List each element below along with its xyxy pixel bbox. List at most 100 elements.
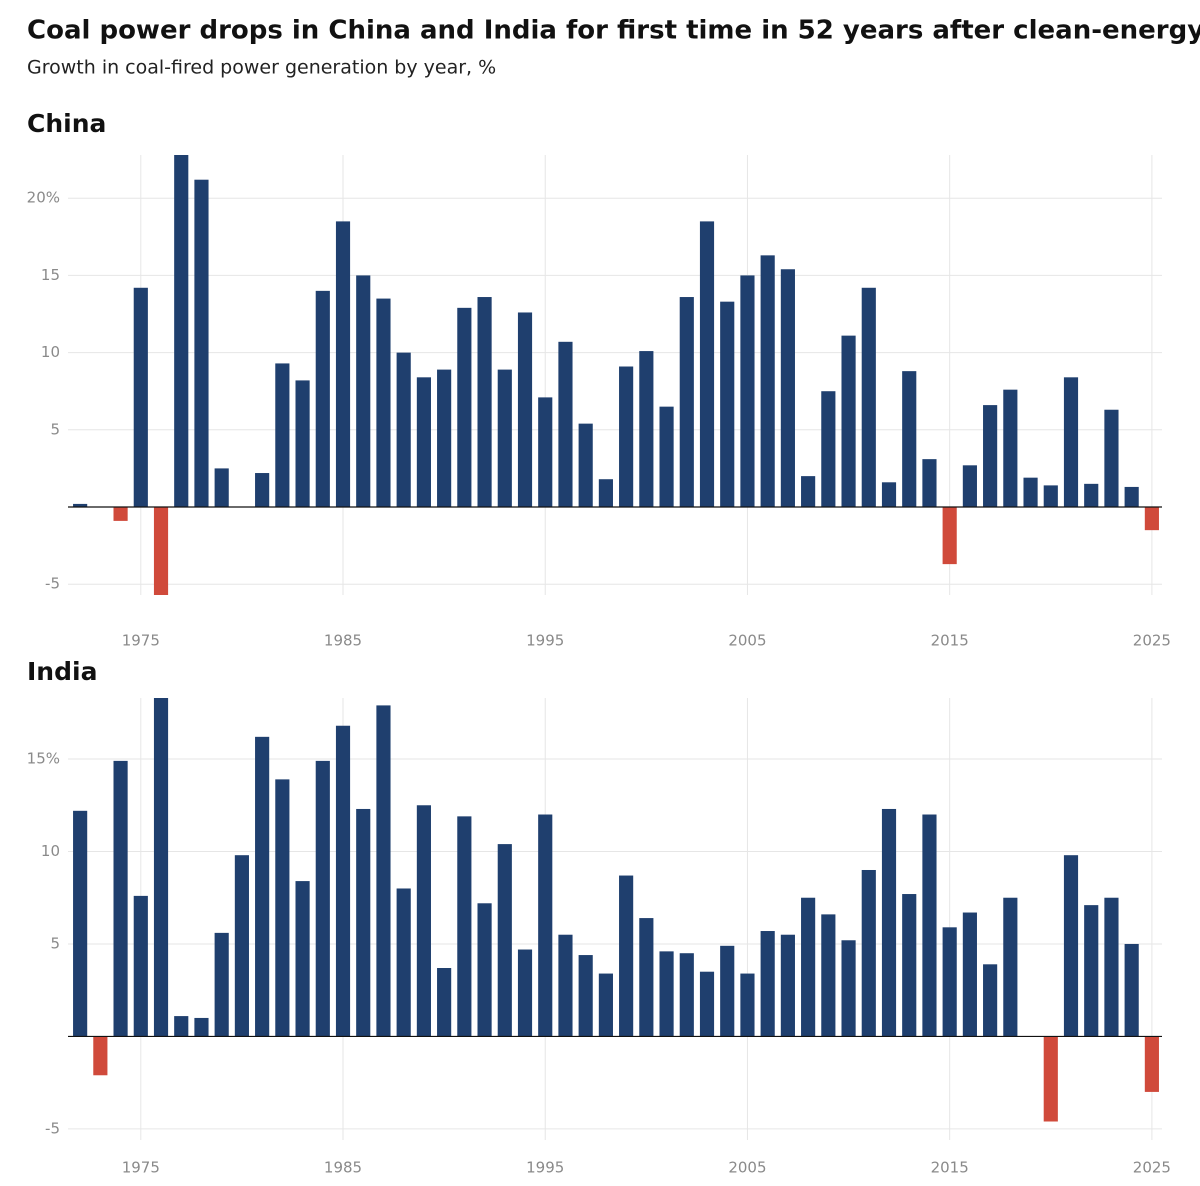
bar — [740, 275, 755, 507]
bar — [821, 391, 836, 507]
bar — [659, 951, 674, 1037]
panel-title: China — [27, 109, 106, 138]
bar — [740, 973, 755, 1037]
bar — [255, 736, 270, 1037]
bar — [1104, 897, 1119, 1037]
bar — [942, 507, 957, 565]
bar — [861, 869, 876, 1037]
bar — [113, 760, 128, 1037]
bar — [517, 949, 533, 1037]
bar — [275, 779, 290, 1037]
bar — [315, 760, 330, 1037]
bar — [295, 881, 310, 1037]
bar — [457, 816, 472, 1037]
bar — [153, 507, 169, 595]
bar — [275, 363, 290, 507]
x-tick-label: 1975 — [122, 632, 160, 650]
bar — [983, 964, 998, 1037]
y-tick-label: 20% — [27, 189, 60, 207]
x-tick-label: 1985 — [324, 1159, 362, 1177]
bar — [376, 705, 391, 1037]
y-tick-label: 10 — [41, 842, 60, 860]
bar — [1003, 897, 1018, 1037]
bar — [679, 953, 694, 1037]
bar — [1043, 1036, 1058, 1122]
bar — [113, 507, 128, 521]
bar — [1144, 507, 1159, 531]
y-tick-label: 5 — [50, 934, 60, 952]
x-tick-label: 2025 — [1133, 632, 1171, 650]
x-tick-label: 1995 — [526, 1159, 564, 1177]
y-tick-label: 15% — [27, 750, 60, 768]
chart-subtitle: Growth in coal-fired power generation by… — [27, 57, 496, 79]
bar — [902, 894, 917, 1037]
bar — [841, 940, 856, 1037]
bar — [861, 287, 876, 507]
bar — [1063, 855, 1079, 1037]
bar — [801, 476, 816, 507]
bar — [801, 897, 816, 1037]
x-tick-label: 2015 — [931, 632, 969, 650]
bar — [841, 335, 856, 507]
x-tick-label: 2025 — [1133, 1159, 1171, 1177]
bar — [416, 805, 431, 1037]
bar — [983, 405, 998, 507]
bar — [699, 221, 715, 507]
bar — [73, 810, 88, 1037]
bar — [720, 301, 735, 507]
bar — [356, 275, 371, 507]
bar — [437, 369, 452, 507]
bar — [598, 479, 613, 507]
bar — [255, 473, 270, 507]
bar — [1124, 486, 1139, 507]
bar — [578, 423, 593, 507]
bar — [881, 808, 897, 1037]
bar — [1023, 477, 1038, 507]
bar — [1124, 943, 1139, 1037]
y-tick-label: -5 — [45, 575, 60, 593]
bar — [133, 895, 148, 1037]
bar — [1084, 483, 1099, 507]
bar — [295, 380, 310, 507]
bar — [335, 221, 351, 507]
bar — [416, 377, 431, 507]
bar — [679, 297, 694, 507]
bar — [760, 255, 775, 507]
bar — [922, 459, 937, 507]
bar — [214, 932, 229, 1037]
bar — [376, 298, 391, 507]
x-tick-label: 2005 — [728, 1159, 766, 1177]
x-tick-label: 2015 — [931, 1159, 969, 1177]
bar — [780, 934, 795, 1037]
bar — [1043, 485, 1058, 507]
bar — [315, 290, 330, 507]
bar — [720, 945, 735, 1037]
bar — [133, 287, 148, 507]
bar — [538, 397, 553, 507]
bar — [194, 179, 209, 507]
bar — [335, 725, 351, 1037]
bar — [153, 698, 169, 1037]
bar — [558, 341, 573, 507]
y-tick-label: -5 — [45, 1119, 60, 1137]
bar — [477, 903, 492, 1037]
bar — [881, 482, 897, 507]
bar — [1003, 389, 1018, 507]
bar — [93, 1036, 108, 1076]
bar — [477, 297, 492, 507]
bar — [538, 814, 553, 1037]
bar — [497, 844, 512, 1037]
bar — [902, 371, 917, 507]
bar — [437, 968, 452, 1037]
bar — [821, 914, 836, 1037]
x-tick-label: 1985 — [324, 632, 362, 650]
panel-title: India — [27, 657, 97, 686]
bar — [962, 465, 977, 507]
bar — [760, 931, 775, 1037]
bar — [699, 971, 715, 1037]
chart-title: Coal power drops in China and India for … — [27, 16, 1200, 46]
bar — [659, 406, 674, 507]
bar — [780, 269, 795, 507]
bar — [1084, 905, 1099, 1037]
y-tick-label: 15 — [41, 266, 60, 284]
